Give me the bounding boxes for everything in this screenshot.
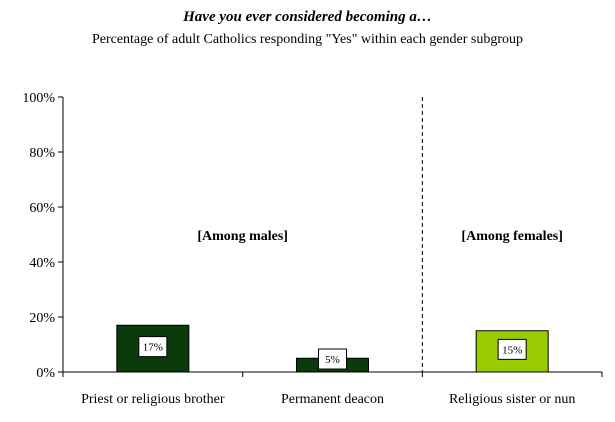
data-label-box (497, 338, 527, 360)
data-label-box (318, 348, 347, 370)
y-tick-label: 80% (29, 146, 55, 161)
y-tick-label: 0% (36, 366, 55, 381)
chart-subtitle: Percentage of adult Catholics responding… (91, 32, 524, 47)
x-category-label: Religious sister or nun (449, 392, 575, 407)
data-label: 17% (143, 342, 163, 354)
chart-title: Have you ever considered becoming a… (183, 9, 432, 25)
y-tick-label: 60% (29, 201, 55, 216)
x-category-label: Permanent deacon (281, 392, 384, 407)
data-label-box (138, 336, 168, 358)
data-label: 5% (325, 354, 340, 366)
annotation-males: [Among males] (197, 229, 288, 244)
y-tick-label: 100% (22, 91, 55, 106)
y-tick-label: 20% (29, 311, 55, 326)
y-tick-label: 40% (29, 256, 55, 271)
annotation-females: [Among females] (461, 229, 562, 244)
data-label: 15% (502, 344, 522, 356)
x-category-label: Priest or religious brother (81, 392, 225, 407)
